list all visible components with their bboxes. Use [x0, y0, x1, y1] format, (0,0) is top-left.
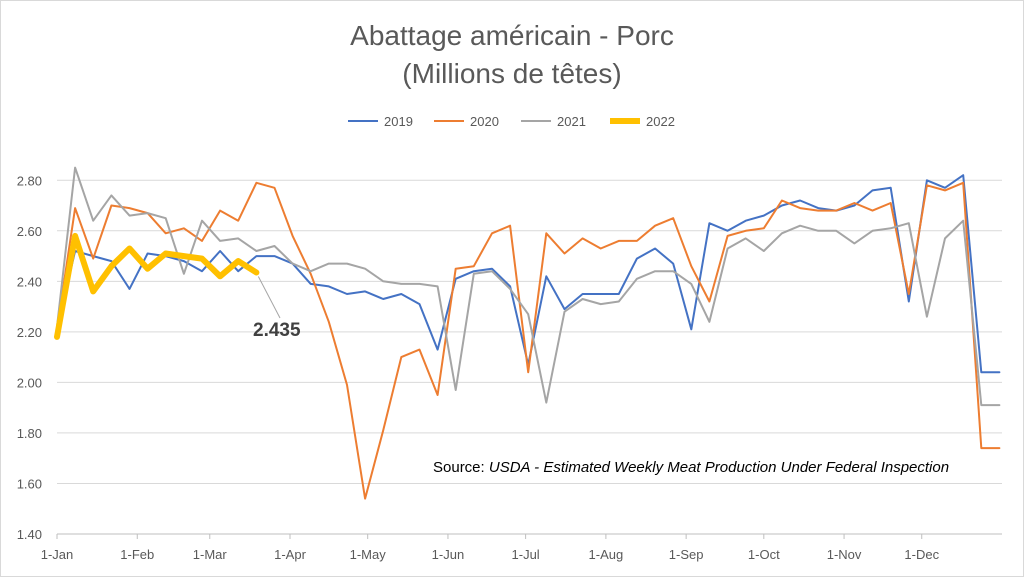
- last-value-callout: 2.435: [253, 320, 301, 341]
- series-lines: [54, 166, 1001, 500]
- legend: 2019 2020 2021 2022: [348, 114, 675, 129]
- y-tick-label: 1.80: [17, 426, 42, 441]
- y-axis: 1.40 1.60 1.80 2.00 2.20 2.40 2.60 2.80: [17, 173, 42, 542]
- source-label: Source:: [433, 459, 489, 476]
- x-tick-label: 1-Feb: [120, 547, 154, 562]
- x-tick-label: 1-Oct: [748, 547, 780, 562]
- legend-label-2021: 2021: [557, 114, 586, 129]
- y-tick-label: 1.40: [17, 527, 42, 542]
- y-tick-label: 1.60: [17, 476, 42, 491]
- chart-title: Abattage américain - Porc: [350, 20, 674, 51]
- legend-label-2022: 2022: [646, 114, 675, 129]
- source-text: USDA - Estimated Weekly Meat Production …: [488, 459, 950, 476]
- x-tick-label: 1-Sep: [669, 547, 704, 562]
- y-tick-label: 2.80: [17, 173, 42, 188]
- chart-subtitle: (Millions de têtes): [402, 58, 622, 89]
- legend-label-2019: 2019: [384, 114, 413, 129]
- x-tick-label: 1-Jun: [432, 547, 465, 562]
- y-tick-label: 2.00: [17, 375, 42, 390]
- annotation-leader-line: [257, 276, 281, 319]
- y-tick-label: 2.20: [17, 325, 42, 340]
- series-line-2022: [54, 232, 260, 340]
- series-line-2021: [56, 166, 1001, 407]
- x-tick-label: 1-Aug: [589, 547, 624, 562]
- x-tick-label: 1-May: [350, 547, 387, 562]
- series-line-2020: [56, 181, 1001, 500]
- x-tick-label: 1-Dec: [904, 547, 939, 562]
- x-tick-label: 1-Mar: [193, 547, 228, 562]
- source-note: Source: USDA - Estimated Weekly Meat Pro…: [433, 459, 949, 476]
- x-tick-label: 1-Nov: [827, 547, 862, 562]
- x-tick-label: 1-Jan: [41, 547, 74, 562]
- y-tick-label: 2.40: [17, 274, 42, 289]
- y-tick-label: 2.60: [17, 224, 42, 239]
- x-tick-label: 1-Jul: [512, 547, 540, 562]
- legend-label-2020: 2020: [470, 114, 499, 129]
- x-tick-label: 1-Apr: [274, 547, 306, 562]
- annotation-leader: [257, 276, 281, 319]
- x-axis: 1-Jan 1-Feb 1-Mar 1-Apr 1-May 1-Jun 1-Jul 1-Aug…: [41, 534, 940, 562]
